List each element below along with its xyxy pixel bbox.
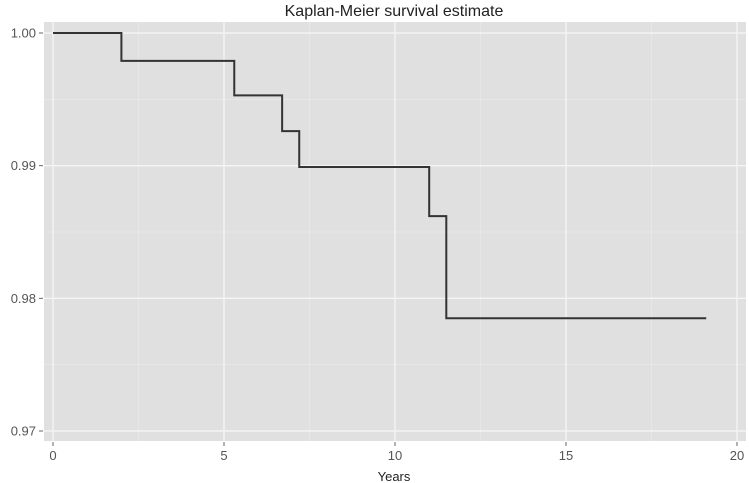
x-tick-label: 10 [388,448,402,463]
survival-step-line [53,32,707,320]
y-tick-label: 0.98 [11,291,36,306]
x-tick-label: 20 [730,448,744,463]
gridlines [44,22,746,441]
y-tick-label: 0.99 [11,158,36,173]
x-tick-label: 0 [49,448,56,463]
x-axis-title: Years [378,469,411,483]
x-tick-label: 5 [220,448,227,463]
y-axis: 0.97 0.98 0.99 1.00 [11,26,43,439]
y-tick-label: 1.00 [11,26,36,41]
chart-title: Kaplan-Meier survival estimate [285,3,504,20]
y-tick-label: 0.97 [11,424,36,439]
x-axis: 0 5 10 15 20 [49,442,744,463]
x-tick-label: 15 [559,448,573,463]
